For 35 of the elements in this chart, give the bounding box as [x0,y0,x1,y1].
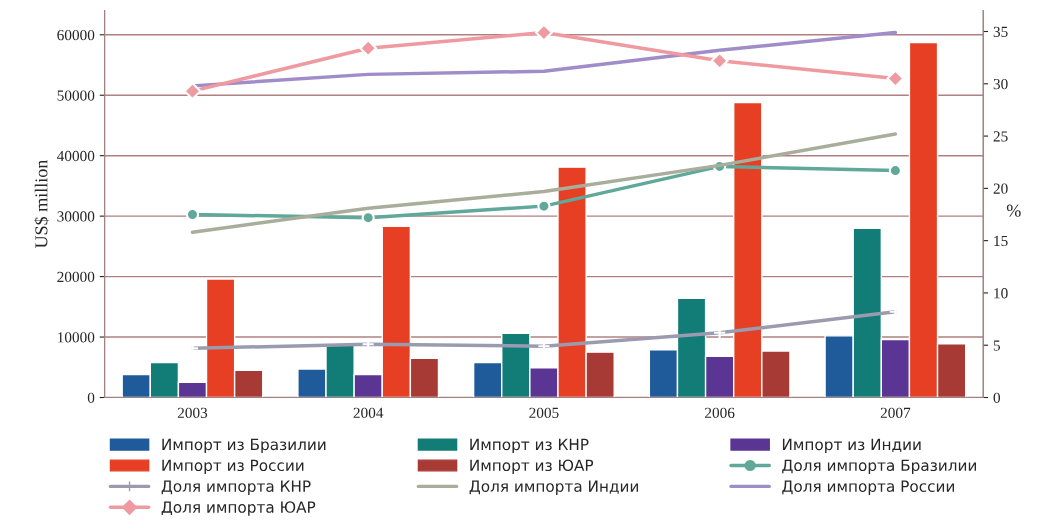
point [537,199,551,213]
point [361,211,375,225]
x-tick-label: 2006 [705,407,735,418]
legend-label: Импорт из Индии [782,438,921,454]
legend-label: Доля импорта Бразилии [782,459,976,475]
y-tick-label: 50000 [57,90,95,101]
y-tick-label: 0 [87,392,95,403]
y-tick-label: 30000 [57,211,95,222]
y2-tick-label: 10 [994,288,1008,299]
line-series [190,132,898,235]
x-tick-label: 2005 [529,407,559,418]
y2-tick-label: 20 [993,183,1008,194]
legend-label: Импорт из России [162,459,304,475]
x-tick-label: 2007 [880,407,911,418]
y-tick-label: 20000 [57,271,95,283]
legend-label: Доля импорта КНР [161,480,311,495]
legend-label: Импорт из Бразилии [162,438,326,454]
legend-label: Доля импорта России [782,480,954,495]
x-tick-label: 2003 [177,407,208,418]
y2-axis-title: % [1006,204,1021,217]
y-tick-label: 10000 [58,332,95,343]
legend-label: Импорт из ЮАР [470,459,594,475]
y2-tick-label: 0 [993,392,1001,403]
y2-tick-label: 25 [993,131,1008,142]
legend-label: Доля импорта Индии [469,480,638,495]
y2-tick-label: 5 [993,340,1000,351]
y2-tick-label: 35 [993,26,1008,37]
y-tick-label: 60000 [57,29,95,41]
legend-label: Доля импорта ЮАР [161,501,316,516]
y-axis-title: US$ million [34,159,49,249]
x-tick-label: 2004 [353,407,384,418]
y2-tick-label: 15 [994,235,1008,247]
y2-tick-label: 30 [993,78,1008,90]
legend-label: Импорт из КНР [470,438,589,454]
y-tick-label: 40000 [56,150,95,162]
